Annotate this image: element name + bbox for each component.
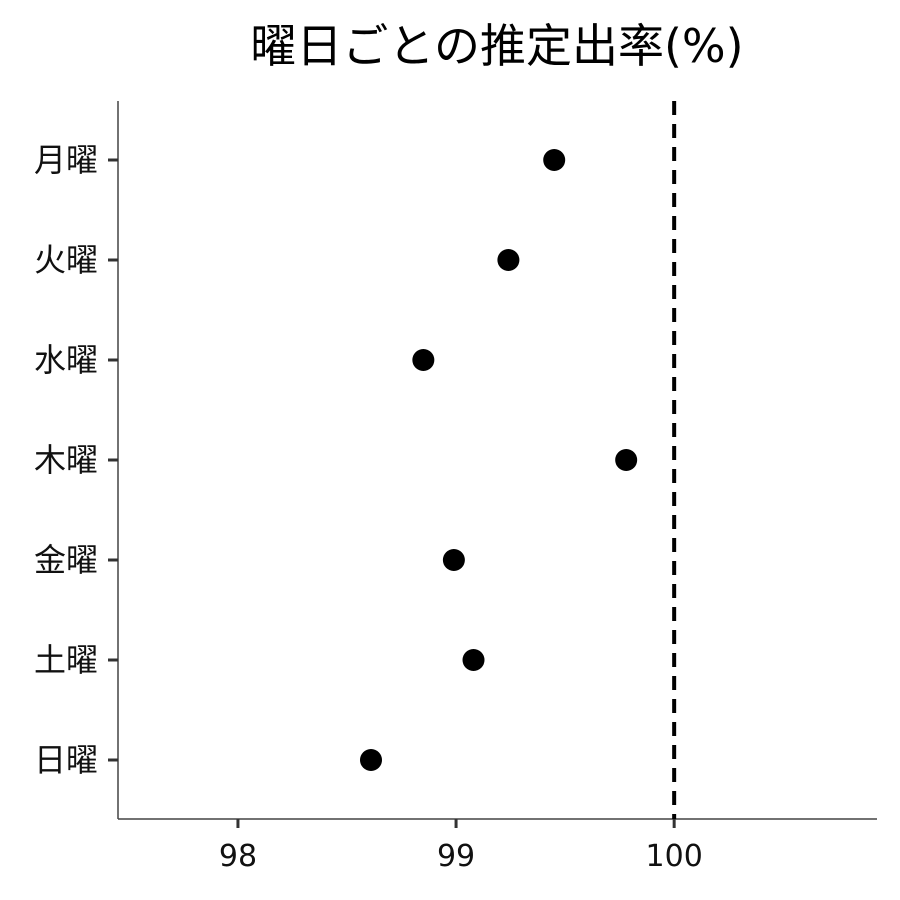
y-tick-label: 火曜 [34, 241, 98, 279]
y-tick-label: 日曜 [34, 741, 98, 779]
x-tick-label: 99 [437, 839, 475, 874]
x-tick-label: 100 [646, 839, 703, 874]
data-point [412, 349, 435, 371]
data-point [360, 749, 382, 771]
chart-title: 曜日ごとの推定出率(%) [250, 19, 743, 73]
data-point [543, 149, 566, 171]
y-tick-label: 月曜 [34, 141, 98, 179]
x-tick-label: 98 [219, 839, 257, 874]
data-point [497, 249, 520, 271]
data-point [442, 549, 465, 571]
y-tick-label: 木曜 [34, 441, 98, 479]
data-point [462, 649, 485, 671]
y-tick-label: 金曜 [34, 541, 98, 579]
y-tick-label: 土曜 [34, 641, 98, 679]
y-tick-label: 水曜 [34, 341, 98, 379]
data-point [615, 449, 638, 471]
